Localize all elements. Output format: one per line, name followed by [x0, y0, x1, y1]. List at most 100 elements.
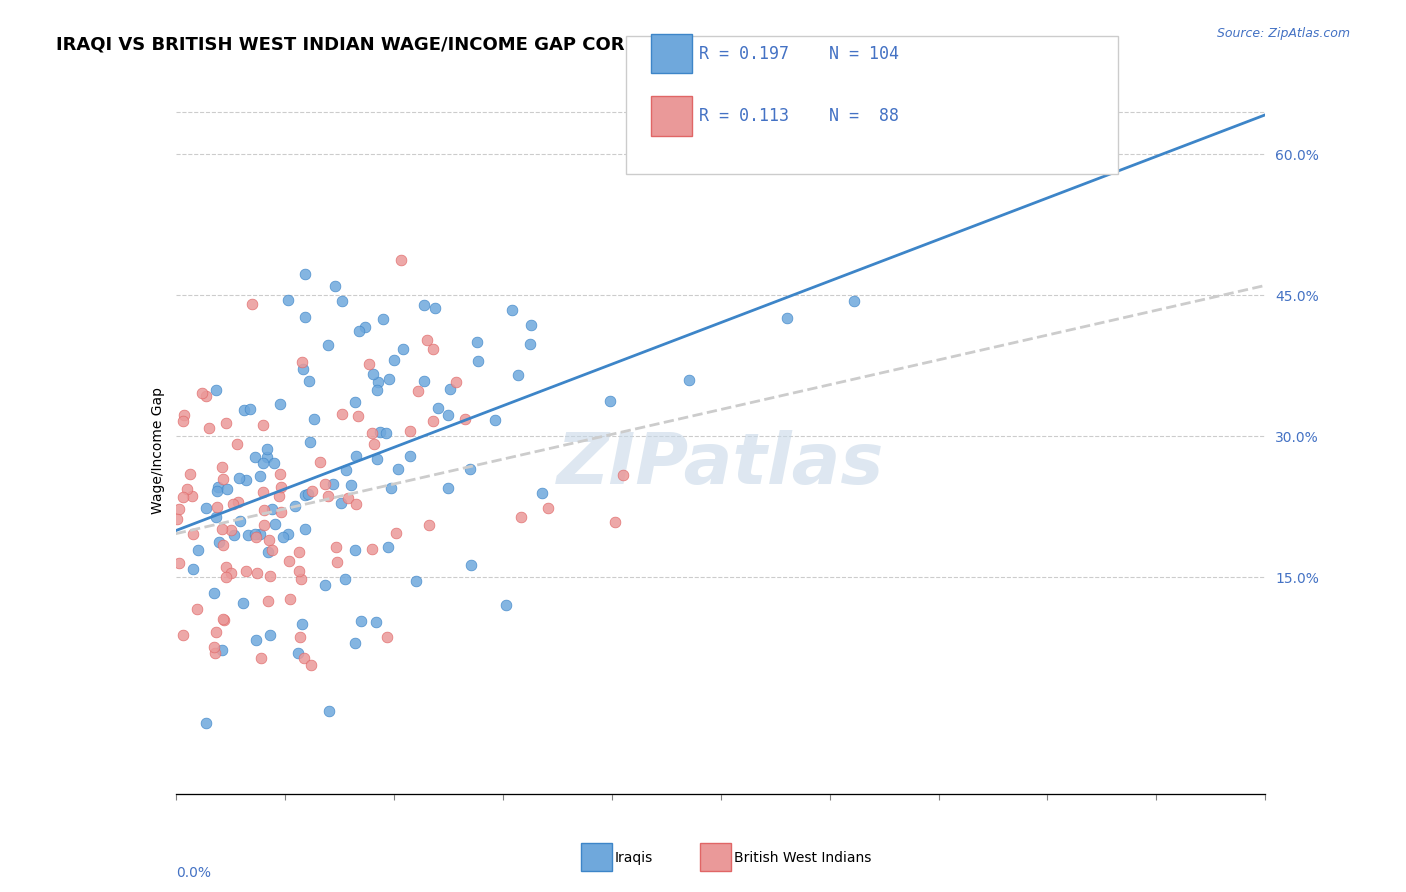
- British West Indians: [172, 414, 194, 428]
- British West Indians: [301, 484, 323, 499]
- Iraqis: [367, 375, 389, 389]
- British West Indians: [277, 554, 299, 568]
- Iraqis: [368, 425, 391, 440]
- Iraqis: [344, 395, 367, 409]
- Iraqis: [484, 413, 506, 427]
- Iraqis: [333, 572, 356, 586]
- Iraqis: [508, 368, 530, 383]
- Iraqis: [245, 633, 267, 648]
- Iraqis: [436, 481, 458, 495]
- Iraqis: [294, 488, 316, 502]
- Iraqis: [366, 384, 388, 398]
- Iraqis: [377, 540, 399, 554]
- Iraqis: [460, 558, 482, 572]
- Iraqis: [257, 545, 280, 559]
- Iraqis: [322, 477, 344, 491]
- Iraqis: [374, 426, 396, 441]
- Iraqis: [437, 408, 460, 422]
- Iraqis: [263, 516, 285, 531]
- British West Indians: [259, 569, 281, 583]
- British West Indians: [330, 407, 353, 421]
- Iraqis: [520, 318, 543, 332]
- Iraqis: [260, 502, 283, 516]
- Iraqis: [245, 450, 267, 465]
- Y-axis label: Wage/Income Gap: Wage/Income Gap: [150, 387, 165, 514]
- Iraqis: [239, 401, 262, 416]
- Iraqis: [330, 294, 353, 309]
- Iraqis: [842, 293, 865, 308]
- British West Indians: [416, 333, 439, 347]
- British West Indians: [205, 625, 228, 640]
- Iraqis: [256, 450, 278, 464]
- Text: Source: ZipAtlas.com: Source: ZipAtlas.com: [1216, 27, 1350, 40]
- Iraqis: [256, 442, 278, 457]
- Iraqis: [205, 484, 228, 499]
- Text: R = 0.197    N = 104: R = 0.197 N = 104: [699, 45, 898, 62]
- Text: 0.0%: 0.0%: [176, 866, 211, 880]
- British West Indians: [259, 533, 281, 547]
- British West Indians: [612, 468, 634, 483]
- British West Indians: [253, 502, 276, 516]
- British West Indians: [179, 467, 201, 482]
- Iraqis: [277, 293, 299, 307]
- Iraqis: [294, 522, 316, 536]
- British West Indians: [252, 485, 274, 500]
- Iraqis: [350, 614, 373, 628]
- British West Indians: [186, 601, 208, 615]
- Iraqis: [776, 311, 799, 326]
- British West Indians: [257, 594, 280, 608]
- Iraqis: [294, 310, 316, 324]
- Iraqis: [495, 598, 517, 612]
- British West Indians: [222, 497, 245, 511]
- Iraqis: [271, 530, 294, 544]
- British West Indians: [314, 476, 336, 491]
- Iraqis: [252, 456, 274, 470]
- Iraqis: [292, 362, 315, 376]
- British West Indians: [344, 498, 367, 512]
- Iraqis: [259, 627, 281, 641]
- Iraqis: [204, 510, 226, 524]
- British West Indians: [205, 500, 228, 514]
- Iraqis: [314, 578, 336, 592]
- Iraqis: [380, 482, 402, 496]
- Iraqis: [366, 452, 388, 467]
- Iraqis: [217, 483, 239, 497]
- Iraqis: [340, 478, 363, 492]
- Iraqis: [344, 449, 367, 463]
- Iraqis: [405, 574, 427, 588]
- Iraqis: [224, 528, 246, 542]
- British West Indians: [325, 540, 347, 554]
- British West Indians: [337, 491, 360, 506]
- British West Indians: [326, 555, 349, 569]
- Iraqis: [458, 461, 481, 475]
- British West Indians: [215, 570, 238, 584]
- British West Indians: [173, 408, 195, 422]
- Iraqis: [211, 643, 233, 657]
- British West Indians: [453, 412, 475, 426]
- British West Indians: [211, 460, 233, 475]
- Iraqis: [318, 704, 340, 718]
- Iraqis: [391, 342, 413, 356]
- Iraqis: [291, 616, 314, 631]
- Iraqis: [378, 372, 401, 386]
- Iraqis: [678, 373, 700, 387]
- Iraqis: [302, 412, 325, 426]
- British West Indians: [180, 489, 202, 503]
- Iraqis: [298, 374, 321, 388]
- British West Indians: [536, 501, 558, 516]
- British West Indians: [309, 455, 332, 469]
- British West Indians: [245, 530, 267, 544]
- British West Indians: [172, 490, 194, 504]
- Iraqis: [294, 267, 316, 281]
- British West Indians: [235, 564, 257, 578]
- Iraqis: [413, 298, 436, 312]
- Iraqis: [233, 402, 256, 417]
- Iraqis: [205, 384, 228, 398]
- British West Indians: [290, 630, 312, 644]
- British West Indians: [211, 522, 233, 536]
- British West Indians: [269, 467, 291, 481]
- Iraqis: [228, 470, 250, 484]
- Iraqis: [335, 463, 357, 477]
- Iraqis: [501, 303, 523, 318]
- British West Indians: [292, 650, 315, 665]
